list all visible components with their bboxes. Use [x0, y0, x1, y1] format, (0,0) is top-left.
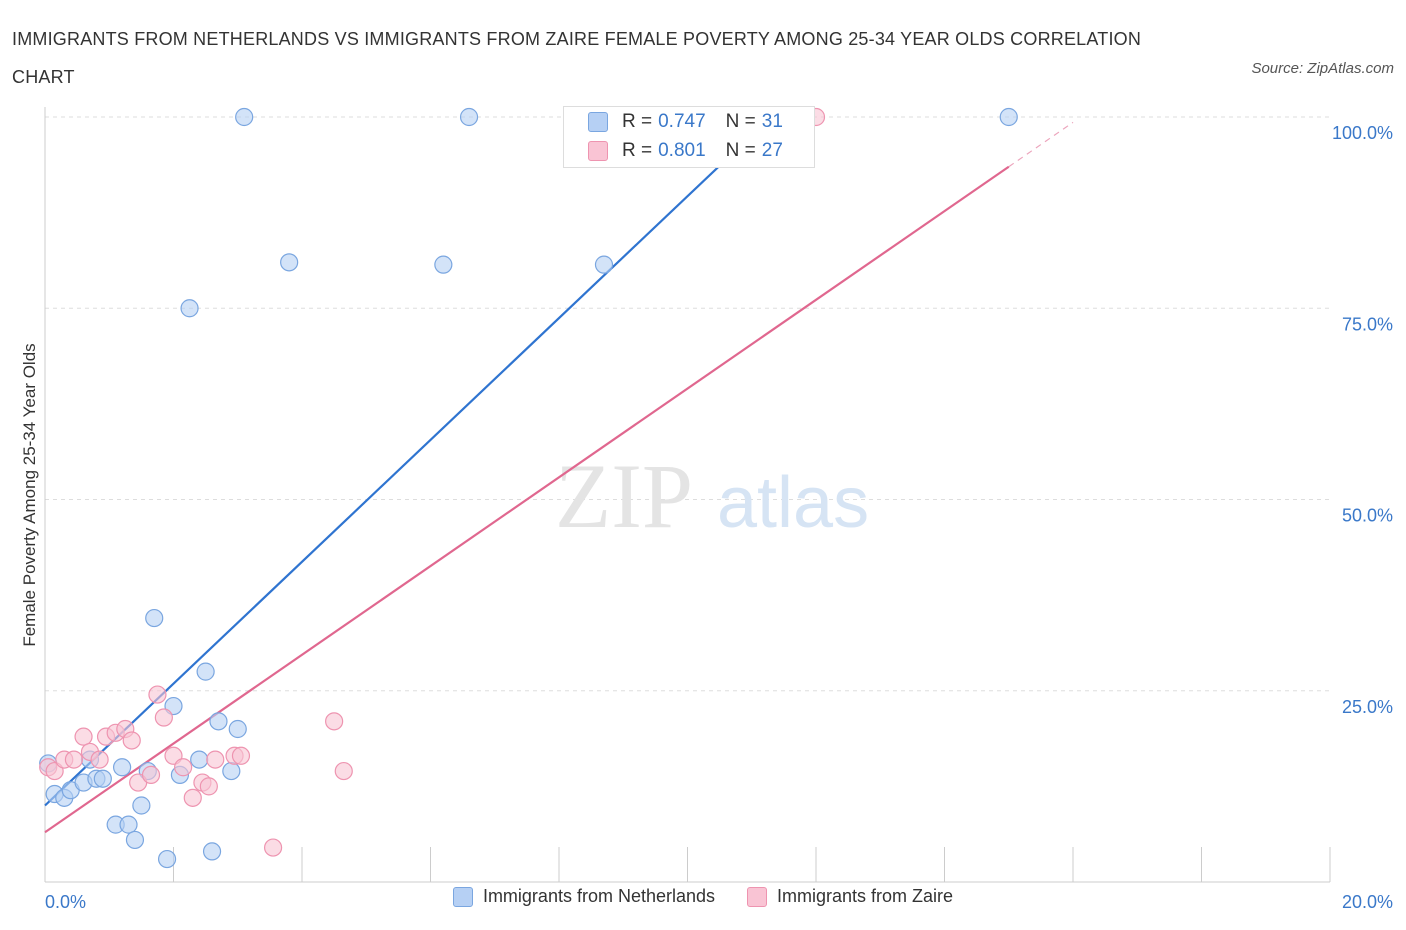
- grid-lines: [45, 116, 1330, 692]
- point-netherlands: [145, 608, 164, 628]
- point-zaire: [231, 746, 251, 765]
- point-netherlands: [228, 719, 247, 739]
- trendline-extension-zaire: [1008, 121, 1074, 168]
- point-zaire: [263, 838, 283, 857]
- stats-n-value: 31: [761, 110, 783, 132]
- point-netherlands: [157, 849, 177, 869]
- source-label: Source: ZipAtlas.com: [1251, 60, 1394, 77]
- stats-n-label: N =: [725, 110, 756, 132]
- stats-r-label: R =: [622, 139, 653, 161]
- stats-swatch-netherlands: [588, 111, 608, 132]
- legend: Immigrants from Netherlands Immigrants f…: [0, 886, 1406, 907]
- point-zaire: [141, 765, 161, 785]
- point-zaire: [122, 731, 141, 750]
- point-zaire: [90, 750, 109, 769]
- data-points: [39, 107, 1018, 869]
- point-netherlands: [112, 758, 132, 777]
- point-netherlands: [209, 712, 228, 731]
- point-netherlands: [202, 842, 222, 861]
- watermark-atlas: atlas: [717, 463, 869, 543]
- legend-swatch-zaire: [747, 886, 768, 907]
- stats-box: R = 0.747 N = 31 R = 0.801 N = 27: [563, 106, 815, 168]
- stats-swatch-zaire: [588, 140, 608, 161]
- stats-row-netherlands: R = 0.747 N = 31: [564, 107, 814, 136]
- trendline-netherlands: [44, 116, 772, 807]
- stats-n-label: N =: [725, 139, 756, 161]
- stats-row-zaire: R = 0.801 N = 27: [564, 136, 814, 165]
- trendline-zaire: [44, 165, 1010, 834]
- point-netherlands: [190, 750, 209, 769]
- stats-r-value: 0.747: [658, 110, 706, 132]
- point-netherlands: [196, 662, 215, 681]
- x-tick-label: 0.0%: [45, 892, 86, 912]
- y-tick-label: 75.0%: [1342, 314, 1393, 334]
- stats-n-value: 27: [761, 139, 783, 161]
- point-netherlands: [999, 107, 1018, 127]
- point-zaire: [334, 761, 353, 781]
- watermark-zip: ZIP: [555, 445, 693, 547]
- point-netherlands: [222, 761, 241, 781]
- point-netherlands: [119, 815, 138, 834]
- chart-title: IMMIGRANTS FROM NETHERLANDS VS IMMIGRANT…: [12, 29, 1142, 87]
- point-netherlands: [459, 107, 479, 127]
- legend-item-netherlands[interactable]: Immigrants from Netherlands: [452, 886, 716, 907]
- y-tick-label: 50.0%: [1342, 506, 1393, 526]
- axes: [44, 107, 1331, 883]
- point-netherlands: [132, 796, 151, 815]
- stats-r-value: 0.801: [658, 139, 706, 161]
- y-tick-label: 25.0%: [1342, 697, 1393, 717]
- point-netherlands: [594, 255, 614, 274]
- watermark: ZIP atlas: [555, 445, 869, 547]
- legend-swatch-netherlands: [452, 886, 473, 907]
- point-zaire: [325, 712, 344, 731]
- legend-item-zaire[interactable]: Immigrants from Zaire: [747, 886, 953, 907]
- point-netherlands: [93, 769, 112, 788]
- point-zaire: [199, 777, 218, 796]
- point-zaire: [74, 727, 93, 746]
- y-tick-label: 100.0%: [1332, 123, 1393, 143]
- point-netherlands: [235, 107, 254, 127]
- legend-label-zaire: Immigrants from Zaire: [777, 886, 954, 906]
- y-axis-label: Female Poverty Among 25-34 Year Olds: [20, 343, 39, 646]
- point-netherlands: [280, 253, 299, 272]
- x-tick-label: 20.0%: [1342, 892, 1393, 912]
- point-zaire: [206, 750, 225, 769]
- point-netherlands: [125, 830, 145, 850]
- tick-labels: 25.0% 50.0% 75.0% 100.0% 0.0% 20.0%: [45, 123, 1393, 912]
- stats-r-label: R =: [622, 110, 653, 132]
- point-zaire: [183, 788, 202, 807]
- point-zaire: [64, 750, 84, 769]
- point-zaire: [148, 685, 167, 704]
- point-zaire: [174, 758, 193, 777]
- point-zaire: [154, 708, 173, 727]
- point-netherlands: [434, 255, 453, 274]
- point-netherlands: [180, 299, 199, 318]
- legend-label-netherlands: Immigrants from Netherlands: [482, 886, 716, 906]
